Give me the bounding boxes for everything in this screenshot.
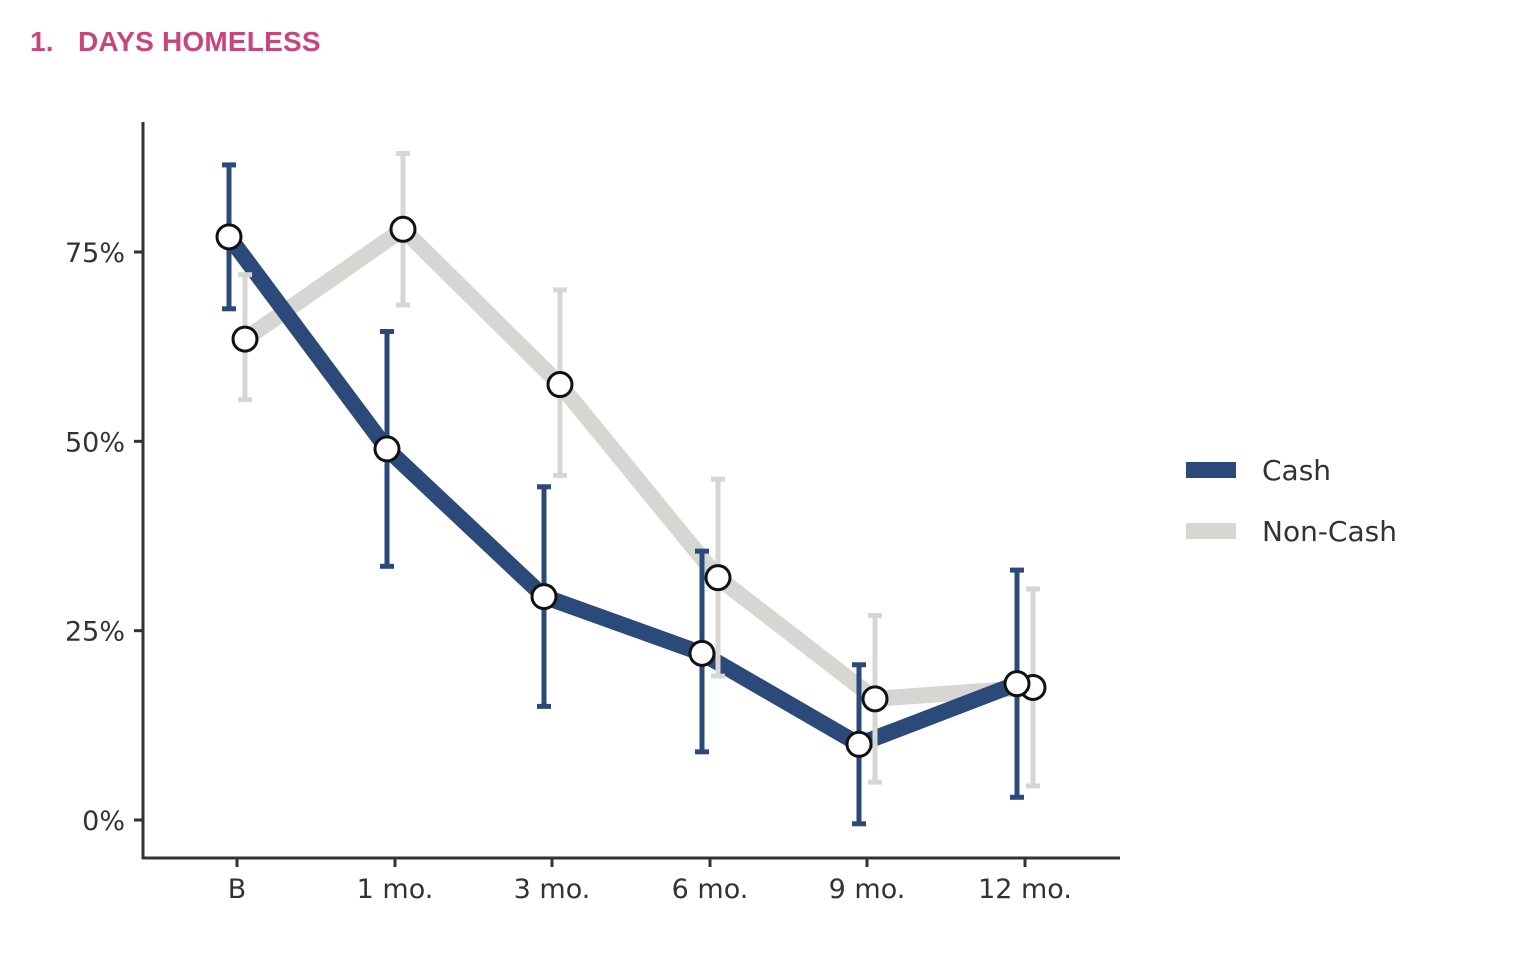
data-point-non-cash [389, 215, 417, 243]
data-point-cash [845, 730, 873, 758]
x-tick-label: 3 mo. [514, 874, 591, 905]
series-lines [222, 221, 1034, 753]
x-tick-label: 12 mo. [978, 874, 1072, 905]
legend: Cash Non-Cash [1186, 454, 1397, 548]
x-tick-label: B [228, 874, 247, 905]
legend-item-non-cash: Non-Cash [1186, 515, 1397, 548]
section-number: 1. [30, 26, 54, 57]
axes [141, 122, 1120, 860]
legend-item-cash: Cash [1186, 454, 1331, 487]
section-title: DAYS HOMELESS [78, 26, 321, 57]
data-point-non-cash [704, 564, 732, 592]
y-tick-label: 50% [65, 427, 125, 458]
section-heading: 1. DAYS HOMELESS [30, 26, 321, 58]
series-line-non-cash [240, 221, 1034, 707]
y-axis-ticks: 0% 25% 50% 75% [65, 238, 143, 837]
data-point-cash [215, 223, 243, 251]
x-tick-label: 6 mo. [672, 874, 749, 905]
legend-swatch [1186, 523, 1236, 539]
y-tick-label: 75% [65, 238, 125, 269]
legend-label: Non-Cash [1262, 515, 1397, 548]
data-point-cash [373, 435, 401, 463]
legend-label: Cash [1262, 454, 1331, 487]
y-tick-label: 0% [82, 806, 125, 837]
data-points [215, 215, 1047, 758]
data-point-non-cash [546, 371, 574, 399]
legend-swatch [1186, 462, 1236, 478]
data-point-cash [530, 583, 558, 611]
series-line-cash [222, 232, 1020, 753]
data-point-non-cash [861, 685, 889, 713]
x-tick-label: 1 mo. [357, 874, 434, 905]
data-point-cash [688, 639, 716, 667]
x-tick-label: 9 mo. [829, 874, 906, 905]
data-point-non-cash [231, 325, 259, 353]
x-axis-ticks: B 1 mo. 3 mo. 6 mo. 9 mo. 12 mo. [228, 858, 1072, 905]
data-point-cash [1003, 670, 1031, 698]
y-tick-label: 25% [65, 617, 125, 648]
